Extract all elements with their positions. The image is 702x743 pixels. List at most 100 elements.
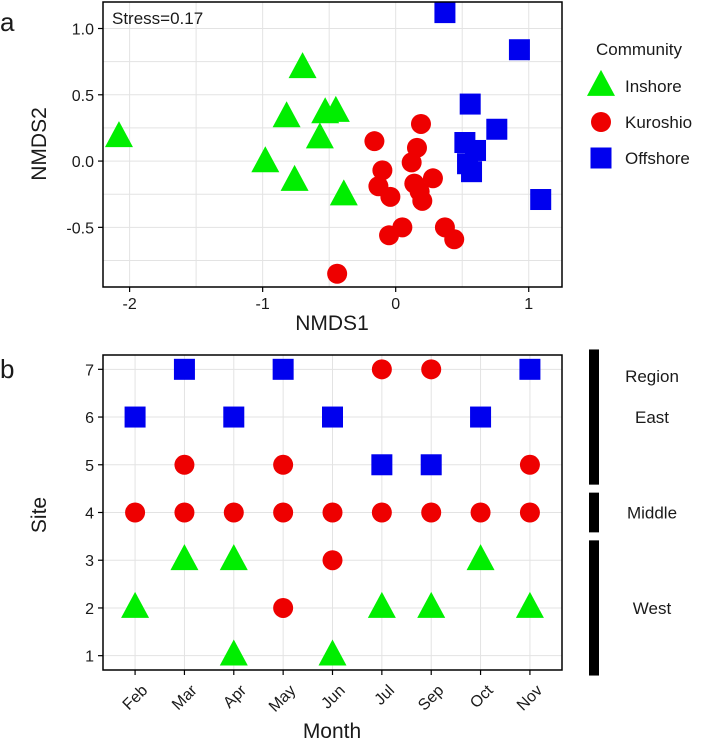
region-label-east: East — [635, 408, 669, 427]
panel-a-frame — [102, 1, 563, 288]
point-offshore — [371, 454, 393, 476]
point-kuroshio — [371, 502, 392, 523]
point-offshore — [461, 161, 483, 183]
y-tick-label: 1.0 — [72, 22, 94, 39]
x-tick-label: 1 — [524, 296, 533, 313]
x-tick-label: Mar — [169, 682, 201, 714]
panel-a-y-axis-title: NMDS2 — [28, 107, 51, 181]
x-tick-label: Sep — [415, 682, 447, 714]
panel-a-x-axis: -2 -1 0 1 — [122, 287, 533, 313]
point-kuroshio — [273, 597, 294, 618]
point-inshore — [305, 122, 334, 149]
point-kuroshio — [125, 502, 146, 523]
point-inshore — [104, 121, 133, 148]
legend-items: Inshore Kuroshio Offshore — [587, 69, 692, 169]
panel-b-label: b — [0, 354, 14, 384]
y-tick-label: 7 — [85, 362, 94, 379]
region-annotation: Region East Middle West — [589, 349, 679, 676]
x-tick-label: Feb — [120, 682, 152, 714]
point-kuroshio — [327, 263, 348, 284]
x-tick-label: May — [266, 682, 299, 715]
point-kuroshio — [223, 502, 244, 523]
panel-b-y-axis-title: Site — [28, 497, 51, 533]
point-offshore — [173, 358, 195, 380]
point-kuroshio — [322, 502, 343, 523]
point-offshore — [508, 39, 530, 61]
legend: Community Inshore Kuroshio Offshore — [587, 40, 692, 169]
legend-marker-kuroshio — [591, 112, 611, 132]
point-kuroshio — [371, 359, 392, 380]
region-items: East Middle West — [589, 349, 677, 676]
x-tick-label: Nov — [514, 682, 546, 714]
y-tick-label: 1 — [85, 649, 94, 666]
legend-marker-inshore — [587, 69, 615, 96]
point-offshore — [519, 358, 541, 380]
point-offshore — [223, 406, 245, 428]
point-inshore — [466, 544, 495, 571]
point-kuroshio — [421, 502, 442, 523]
point-inshore — [321, 95, 350, 122]
point-inshore — [170, 544, 199, 571]
point-inshore — [121, 591, 150, 618]
point-kuroshio — [421, 359, 442, 380]
point-inshore — [318, 639, 347, 666]
legend-title: Community — [596, 40, 682, 59]
legend-marker-offshore — [590, 147, 612, 169]
point-inshore — [329, 179, 358, 206]
point-inshore — [251, 146, 280, 173]
panel-a-y-axis: -0.5 0.0 0.5 1.0 — [66, 22, 103, 237]
x-tick-label: Oct — [467, 682, 497, 712]
point-offshore — [420, 454, 442, 476]
point-kuroshio — [379, 225, 400, 246]
panel-b-points — [121, 358, 544, 666]
y-tick-label: 2 — [85, 601, 94, 618]
point-kuroshio — [322, 550, 343, 571]
legend-label-inshore: Inshore — [625, 77, 682, 96]
region-bar-middle — [589, 492, 599, 533]
point-kuroshio — [380, 186, 401, 207]
point-kuroshio — [519, 454, 540, 475]
point-offshore — [470, 406, 492, 428]
y-tick-label: 3 — [85, 553, 94, 570]
panel-a: a Stress=0.17 -2 -1 0 1 -0.5 0.0 0.5 1.0 NMDS1… — [0, 1, 692, 335]
panel-b: b Feb Mar Apr May Jun Jul Sep Oct Nov 1 2 3 4 5 6 7 Mo… — [0, 349, 679, 743]
y-tick-label: 4 — [85, 506, 94, 523]
point-inshore — [272, 101, 301, 128]
panel-a-points — [104, 2, 552, 284]
y-tick-label: -0.5 — [66, 220, 94, 237]
legend-label-offshore: Offshore — [625, 149, 690, 168]
point-kuroshio — [174, 454, 195, 475]
point-inshore — [280, 164, 309, 191]
point-kuroshio — [412, 190, 433, 211]
x-tick-label: Jul — [372, 682, 398, 708]
point-offshore — [124, 406, 146, 428]
region-title: Region — [625, 367, 679, 386]
point-offshore — [486, 118, 508, 140]
y-tick-label: 5 — [85, 458, 94, 475]
point-kuroshio — [174, 502, 195, 523]
x-tick-label: Apr — [220, 682, 250, 712]
region-bar-west — [589, 540, 599, 676]
point-kuroshio — [470, 502, 491, 523]
point-kuroshio — [410, 113, 431, 134]
point-inshore — [219, 544, 248, 571]
region-bar-east — [589, 349, 599, 485]
region-label-middle: Middle — [627, 504, 677, 523]
y-tick-label: 0.0 — [72, 154, 94, 171]
y-tick-label: 0.5 — [72, 88, 94, 105]
panel-a-grid — [103, 2, 562, 287]
panel-b-x-axis: Feb Mar Apr May Jun Jul Sep Oct Nov — [120, 670, 546, 716]
point-offshore — [459, 93, 481, 115]
point-offshore — [272, 358, 294, 380]
point-inshore — [367, 591, 396, 618]
point-inshore — [219, 639, 248, 666]
point-kuroshio — [273, 454, 294, 475]
panel-a-x-axis-title: NMDS1 — [295, 312, 369, 335]
point-kuroshio — [273, 502, 294, 523]
point-kuroshio — [422, 168, 443, 189]
point-offshore — [434, 2, 456, 24]
x-tick-label: -2 — [122, 296, 136, 313]
panel-b-x-axis-title: Month — [303, 720, 361, 743]
region-label-west: West — [633, 599, 672, 618]
